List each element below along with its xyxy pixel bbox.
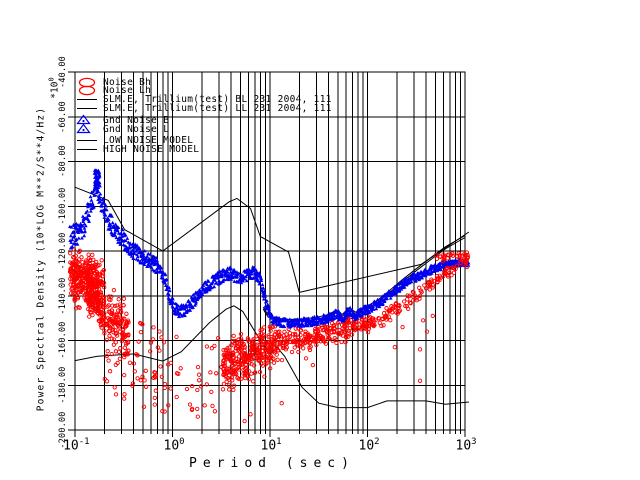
x-tick-label: 102 [358, 437, 380, 454]
noise-bh-red-scatter-foreground [189, 250, 471, 424]
legend-label: SLM.E, Trillium(test) BL 231 2004, 111 [103, 94, 332, 105]
legend-label: LOW NOISE MODEL [103, 135, 194, 146]
gnd-noise-blue-scatter [68, 168, 471, 329]
line-marker-icon [77, 140, 97, 141]
y-tick-label: -120.00 [58, 232, 68, 270]
legend-label: Gnd Noise L [103, 124, 170, 135]
x-tick-label: 10-1 [63, 437, 90, 454]
y-tick-label: -80.00 [58, 145, 68, 177]
low-noise-model-line [74, 305, 469, 409]
high-noise-model-line [74, 186, 470, 293]
line-marker-icon [77, 108, 97, 109]
x-axis-label: Period (sec) [189, 456, 355, 471]
legend-label: Gnd Noise B [103, 114, 170, 126]
legend-label: SLM.E, Trillium(test) LL 231 2004, 111 [103, 103, 332, 114]
y-tick-label: -180.00 [58, 366, 68, 404]
triangle-marker-icon [76, 123, 91, 134]
x-tick-label: 101 [260, 437, 282, 454]
legend-label: Noise Bh [103, 76, 152, 88]
line-marker-icon [77, 149, 97, 150]
y-axis-multiplier-exponent: 0 [47, 77, 56, 82]
line-marker-icon [77, 99, 97, 100]
legend-label: HIGH NOISE MODEL [103, 144, 200, 155]
octagon-marker-icon [78, 85, 96, 96]
triangle-marker-icon [76, 114, 91, 124]
axis-ticks [68, 71, 466, 437]
y-tick-label: -60.00 [58, 101, 68, 133]
y-tick-label: -40.00 [58, 56, 68, 88]
x-tick-label: 100 [163, 437, 185, 454]
y-tick-label: -140.00 [58, 277, 68, 315]
legend-label: Noise Lh [103, 85, 152, 96]
y-tick-label: -100.00 [58, 187, 68, 225]
y-axis-label: Power Spectral Density (10*LOG M**2/S**4… [35, 106, 47, 412]
y-tick-label: -160.00 [58, 321, 68, 359]
noise-bh-red-scatter [67, 247, 376, 414]
x-tick-label: 103 [455, 437, 477, 454]
